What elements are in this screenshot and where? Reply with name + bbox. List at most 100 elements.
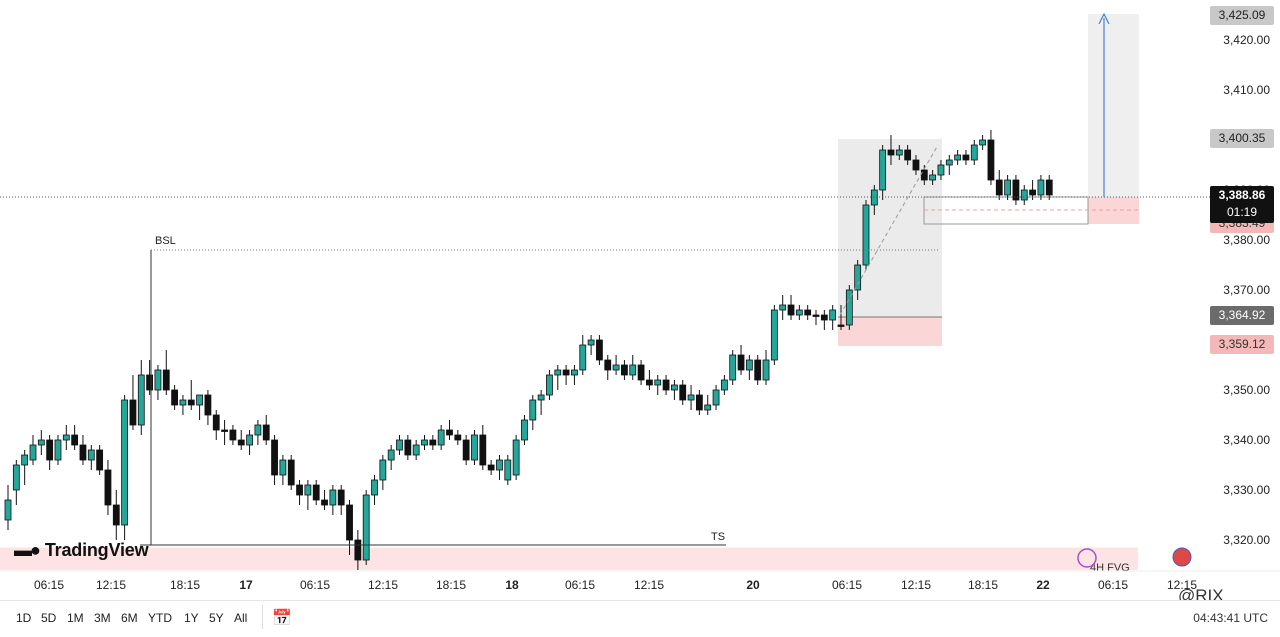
candle-body (137, 374, 145, 426)
candle-body (621, 364, 628, 376)
candle-body (96, 449, 104, 471)
target-arrow-head (1098, 12, 1110, 25)
range-3m[interactable]: 3M (94, 611, 111, 625)
tradingview-logo[interactable]: ▬● TradingView (14, 540, 149, 561)
ts-label: TS (711, 531, 725, 543)
candle-body (779, 304, 787, 311)
time-tick-label: 12:15 (1167, 578, 1197, 592)
candle-body (937, 164, 945, 176)
candle-body (745, 359, 753, 371)
bsl-label: BSL (155, 235, 176, 247)
candle-body (329, 489, 337, 506)
time-tick-label: 06:15 (832, 578, 862, 592)
candle-body (446, 429, 453, 436)
candle-body (695, 394, 703, 411)
range-6m[interactable]: 6M (121, 611, 138, 625)
range-1y[interactable]: 1Y (184, 611, 199, 625)
toolbar-divider (262, 605, 263, 629)
time-tick-label: 18 (505, 578, 519, 592)
time-tick-label: 18:15 (436, 578, 466, 592)
axes-layer: 3,420.003,410.003,400.003,390.003,380.00… (0, 33, 1280, 592)
candle-body (12, 464, 20, 491)
candle-body (920, 169, 928, 181)
calendar-icon[interactable]: 📅 (272, 610, 292, 627)
overlay-layer: BSL TS 4H FVG (0, 12, 1210, 574)
candle-body (529, 399, 537, 421)
candle-body (862, 204, 870, 266)
candle-countdown: 01:19 (1226, 205, 1258, 219)
candle-body (887, 149, 895, 156)
candle-body (820, 314, 828, 321)
candle-body (504, 459, 512, 481)
time-tick-label: 18:15 (170, 578, 200, 592)
candle-body (912, 159, 920, 171)
candle-body (671, 384, 678, 391)
candle-body (54, 439, 62, 461)
candle-body (587, 339, 595, 346)
time-tick-label: 17 (239, 578, 253, 592)
candle-body (662, 379, 670, 391)
candle-body (471, 434, 478, 461)
candle-body (571, 369, 578, 376)
candle-body (221, 429, 228, 432)
price-tag: 3,400.35 (1210, 129, 1274, 149)
candle-body (212, 414, 220, 431)
candle-body (296, 484, 303, 496)
candle-body (496, 459, 503, 471)
time-tick-label: 06:15 (34, 578, 64, 592)
candle-body (521, 419, 528, 441)
range-5d[interactable]: 5D (41, 611, 57, 625)
candle-body (1020, 189, 1028, 201)
utc-clock: 04:43:41 UTC (1193, 611, 1268, 625)
candle-body (812, 314, 820, 317)
candle-body (437, 429, 445, 446)
candle-body (629, 364, 637, 376)
candle-body (1004, 179, 1011, 196)
fvg-zone (0, 547, 1138, 570)
candle-body (79, 444, 87, 461)
candle-body (795, 309, 803, 316)
time-tick-label: 06:15 (565, 578, 595, 592)
current-price: 3,388.86 (1218, 188, 1266, 202)
range-1m[interactable]: 1M (67, 611, 84, 625)
price-tick-label: 3,330.00 (1223, 483, 1270, 497)
price-tick-label: 3,350.00 (1223, 383, 1270, 397)
candle-body (537, 394, 545, 401)
candle-body (404, 439, 412, 456)
candle-body (287, 459, 295, 486)
candle-body (829, 309, 837, 321)
candle-body (546, 374, 553, 396)
candle-body (262, 424, 270, 441)
candle-body (754, 359, 762, 381)
candle-body (479, 434, 487, 466)
range-5y[interactable]: 5Y (209, 611, 224, 625)
range-1d[interactable]: 1D (16, 611, 32, 625)
candle-body (196, 394, 203, 406)
time-tick-label: 12:15 (634, 578, 664, 592)
candle-body (462, 439, 470, 461)
time-tick-label: 22 (1036, 578, 1050, 592)
candle-body (121, 399, 129, 526)
candle-body (596, 339, 603, 361)
candle-body (770, 309, 778, 361)
candle-body (29, 444, 37, 461)
candle-body (854, 264, 862, 291)
candle-body (987, 139, 995, 181)
time-tick-label: 06:15 (300, 578, 330, 592)
range-all[interactable]: All (234, 611, 248, 625)
candle-body (237, 439, 245, 446)
tradingview-mark-icon: ▬● (14, 540, 41, 560)
logo-text: TradingView (44, 540, 149, 560)
price-tick-label: 3,320.00 (1223, 533, 1270, 547)
price-tick-label: 3,380.00 (1223, 233, 1270, 247)
candle-body (46, 439, 54, 461)
time-tick-label: 12:15 (96, 578, 126, 592)
candle-body (512, 439, 520, 476)
range-ytd[interactable]: YTD (148, 611, 172, 625)
candle-body (687, 394, 695, 401)
time-tick-label: 12:15 (368, 578, 398, 592)
candle-body (895, 149, 903, 156)
candle-body (354, 539, 362, 561)
candle-body (1012, 179, 1020, 201)
